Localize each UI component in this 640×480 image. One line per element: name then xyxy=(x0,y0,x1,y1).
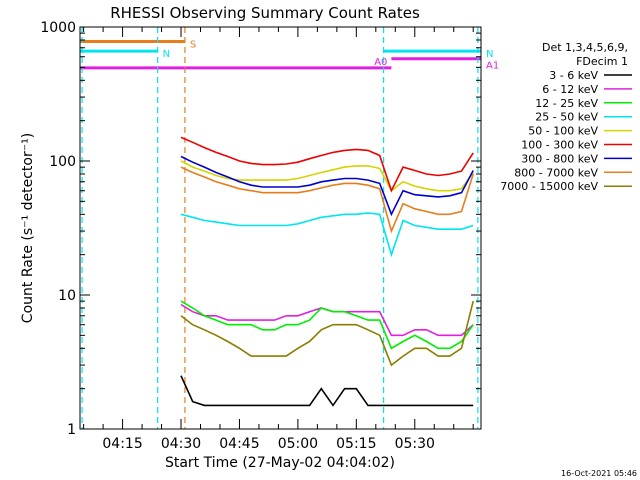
legend-entry: 300 - 800 keV xyxy=(521,152,598,165)
plot-frame xyxy=(79,26,482,430)
series-line-2 xyxy=(180,300,474,350)
legend-header: FDecim 1 xyxy=(576,55,628,68)
series-line-6 xyxy=(180,155,474,217)
x-tick-label: 05:00 xyxy=(278,436,318,452)
legend-entry: 800 - 7000 keV xyxy=(514,166,598,179)
legend-entry: 12 - 25 keV xyxy=(535,97,598,110)
legend-entry: 50 - 100 keV xyxy=(528,125,598,138)
legend-entry: 6 - 12 keV xyxy=(542,83,598,96)
y-tick-label: 100 xyxy=(49,154,76,170)
x-tick-label: 04:15 xyxy=(102,436,142,452)
y-tick-label: 1000 xyxy=(40,20,76,36)
series-line-8 xyxy=(180,300,474,367)
x-tick-label: 05:15 xyxy=(336,436,376,452)
x-tick-label: 05:30 xyxy=(395,436,435,452)
legend-entry: 100 - 300 keV xyxy=(521,139,598,152)
series-lines xyxy=(180,136,474,407)
legend-entry: 25 - 50 keV xyxy=(535,111,598,124)
legend-header: Det 1,3,4,5,6,9, xyxy=(542,41,628,54)
y-tick-label: 1 xyxy=(67,422,76,438)
y-axis-label: Count Rate (s⁻¹ detector⁻¹) xyxy=(20,133,36,323)
x-tick-label: 04:30 xyxy=(161,436,201,452)
flag-label: S xyxy=(190,39,196,50)
generated-timestamp: 16-Oct-2021 05:46 xyxy=(561,469,637,478)
vertical-markers xyxy=(81,27,479,429)
legend-entry: 7000 - 15000 keV xyxy=(500,180,598,193)
x-axis-label: Start Time (27-May-02 04:04:02) xyxy=(165,455,395,471)
chart-title: RHESSI Observing Summary Count Rates xyxy=(110,4,420,22)
series-line-0 xyxy=(180,375,474,407)
x-axis: 04:15 04:30 04:45 05:00 05:15 05:30 xyxy=(83,27,474,452)
series-line-5 xyxy=(180,136,474,193)
flag-label: A1 xyxy=(486,61,499,72)
flag-label: A0 xyxy=(374,57,387,68)
series-line-4 xyxy=(180,160,474,192)
y-tick-label: 10 xyxy=(58,288,76,304)
flag-label: N xyxy=(163,49,170,60)
instrument-flags: S N N A0 A1 xyxy=(80,39,499,72)
x-tick-label: 04:45 xyxy=(219,436,259,452)
series-line-7 xyxy=(180,166,474,234)
legend-entry: 3 - 6 keV xyxy=(549,69,598,82)
y-axis: 1 10 100 1000 xyxy=(40,20,481,438)
flag-label: N xyxy=(486,49,493,60)
series-line-3 xyxy=(180,212,474,258)
